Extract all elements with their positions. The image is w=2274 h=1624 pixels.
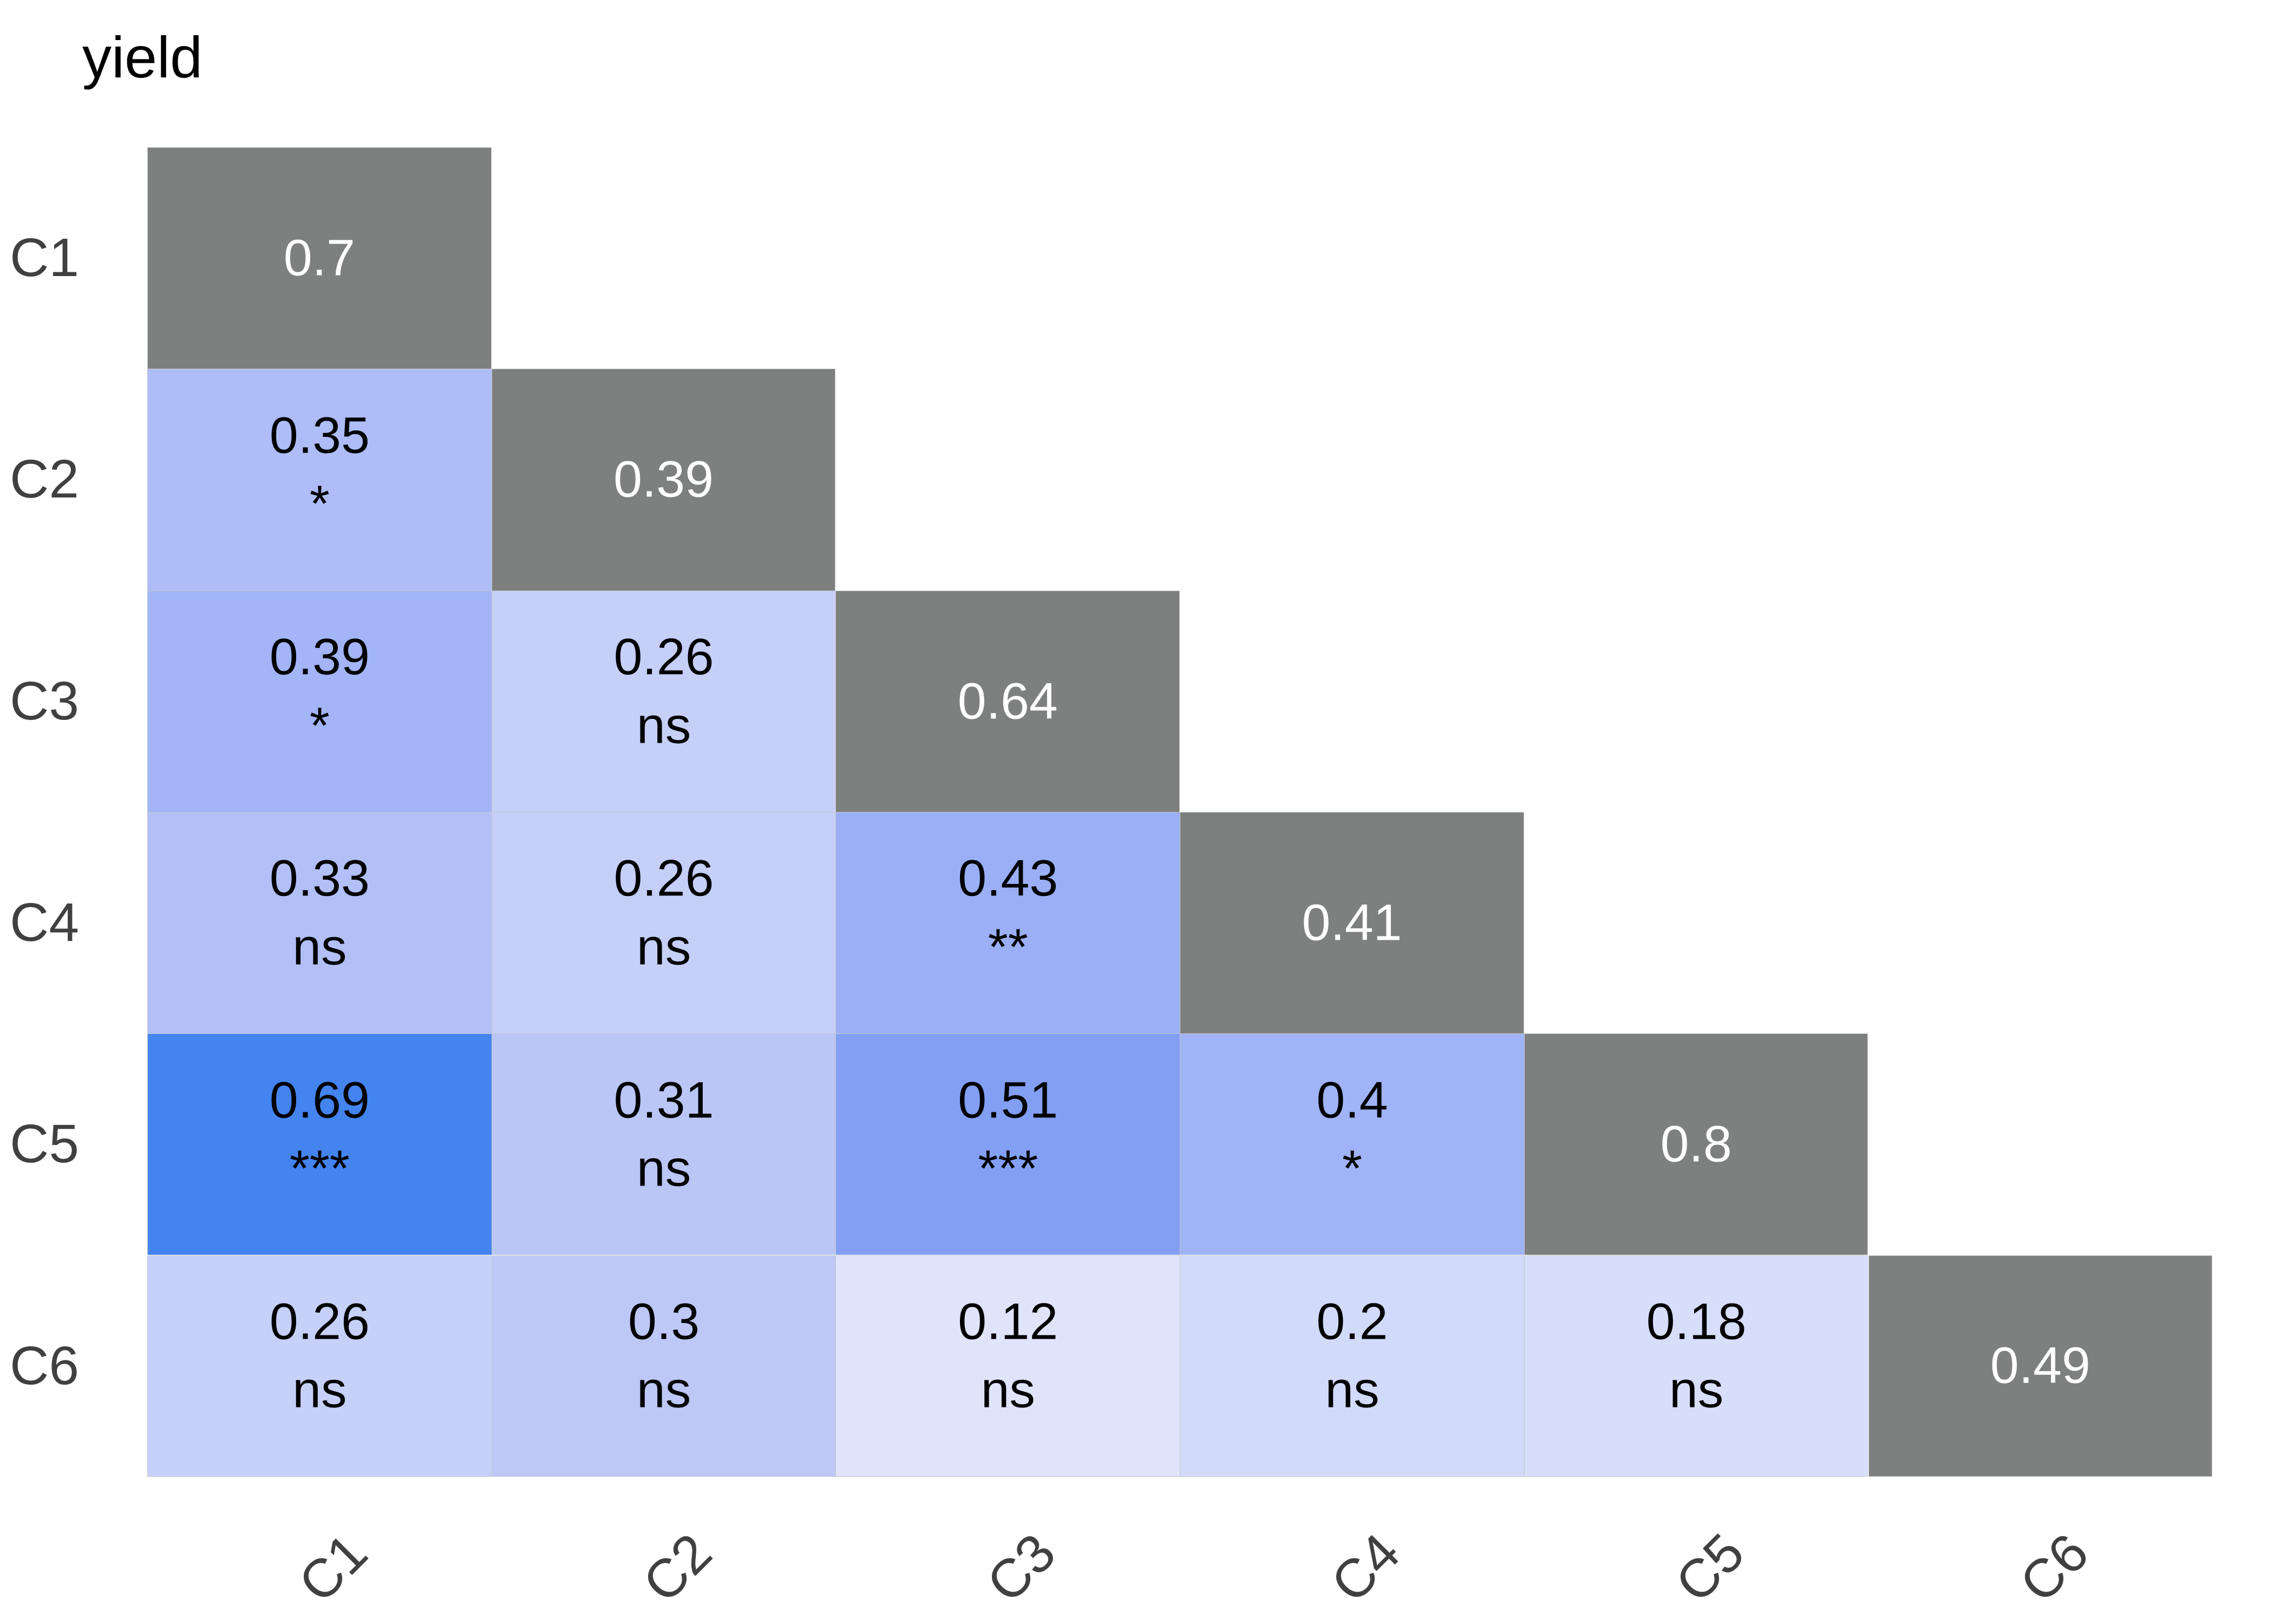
cell-value: 0.4 xyxy=(1316,1071,1388,1129)
significance-label: ns xyxy=(1325,1361,1380,1419)
diagonal-cell: 0.41 xyxy=(1180,811,1524,1034)
cell-value: 0.43 xyxy=(958,849,1058,907)
x-axis-label: C2 xyxy=(631,1522,723,1614)
cell-value: 0.2 xyxy=(1316,1293,1388,1351)
cell-value: 0.3 xyxy=(628,1293,700,1351)
diagonal-cell: 0.49 xyxy=(1868,1255,2213,1477)
cell-value: 0.26 xyxy=(613,628,714,686)
correlation-cell: 0.31 ns xyxy=(491,1033,836,1255)
correlation-cell: 0.26 ns xyxy=(491,811,836,1034)
correlation-cell: 0.43 ** xyxy=(835,811,1180,1034)
y-axis-label: C2 xyxy=(10,449,79,510)
cell-value: 0.18 xyxy=(1646,1293,1747,1351)
significance-label: ns xyxy=(292,1361,347,1419)
significance-label: ** xyxy=(988,918,1028,976)
correlation-cell: 0.51 *** xyxy=(835,1033,1180,1255)
cell-value: 0.64 xyxy=(957,672,1058,730)
significance-label: *** xyxy=(289,1140,350,1197)
correlation-cell: 0.12 ns xyxy=(835,1255,1180,1477)
correlation-cell: 0.33 ns xyxy=(147,811,492,1034)
cell-value: 0.12 xyxy=(958,1293,1058,1351)
cell-value: 0.51 xyxy=(958,1071,1058,1129)
significance-label: *** xyxy=(978,1140,1038,1197)
cell-value: 0.39 xyxy=(269,628,370,686)
significance-label: ns xyxy=(636,1361,691,1419)
y-axis-label: C6 xyxy=(10,1335,79,1396)
chart-title: yield xyxy=(82,24,203,90)
diagonal-cell: 0.39 xyxy=(491,369,836,591)
cell-value: 0.69 xyxy=(269,1071,370,1129)
x-axis-label: C6 xyxy=(2008,1522,2100,1614)
y-axis-label: C5 xyxy=(10,1114,79,1175)
correlation-cell: 0.39 * xyxy=(147,590,492,812)
cell-value: 0.35 xyxy=(269,407,370,464)
correlation-cell: 0.4 * xyxy=(1180,1033,1524,1255)
y-axis-label: C1 xyxy=(10,227,79,289)
significance-label: * xyxy=(309,475,330,533)
cell-value: 0.39 xyxy=(613,450,714,508)
significance-label: ns xyxy=(1669,1361,1724,1419)
cell-value: 0.26 xyxy=(269,1293,370,1351)
significance-label: ns xyxy=(292,918,347,976)
diagonal-cell: 0.64 xyxy=(835,590,1180,812)
correlation-cell: 0.2 ns xyxy=(1180,1255,1524,1477)
cell-value: 0.8 xyxy=(1660,1115,1732,1173)
diagonal-cell: 0.7 xyxy=(147,147,492,369)
correlation-cell: 0.3 ns xyxy=(491,1255,836,1477)
cell-value: 0.41 xyxy=(1302,894,1402,952)
significance-label: ns xyxy=(636,697,691,755)
x-axis-label: C3 xyxy=(975,1522,1068,1614)
x-axis-label: C5 xyxy=(1664,1522,1756,1614)
correlation-cell: 0.26 ns xyxy=(491,590,836,812)
significance-label: ns xyxy=(981,1361,1035,1419)
correlation-cell: 0.69 *** xyxy=(147,1033,492,1255)
x-axis-label: C4 xyxy=(1319,1522,1412,1614)
significance-label: ns xyxy=(636,918,691,976)
significance-label: ns xyxy=(636,1140,691,1197)
correlation-cell: 0.18 ns xyxy=(1524,1255,1868,1477)
cell-value: 0.49 xyxy=(1990,1337,2090,1394)
cell-value: 0.26 xyxy=(613,849,714,907)
cell-value: 0.31 xyxy=(613,1071,714,1129)
significance-label: * xyxy=(309,697,330,755)
cell-value: 0.7 xyxy=(283,229,355,287)
significance-label: * xyxy=(1342,1140,1362,1197)
cell-value: 0.33 xyxy=(269,849,370,907)
correlation-cell: 0.35 * xyxy=(147,369,492,591)
y-axis-label: C3 xyxy=(10,670,79,731)
y-axis-label: C4 xyxy=(10,892,79,953)
diagonal-cell: 0.8 xyxy=(1524,1033,1868,1255)
correlation-cell: 0.26 ns xyxy=(147,1255,492,1477)
x-axis-label: C1 xyxy=(287,1522,379,1614)
